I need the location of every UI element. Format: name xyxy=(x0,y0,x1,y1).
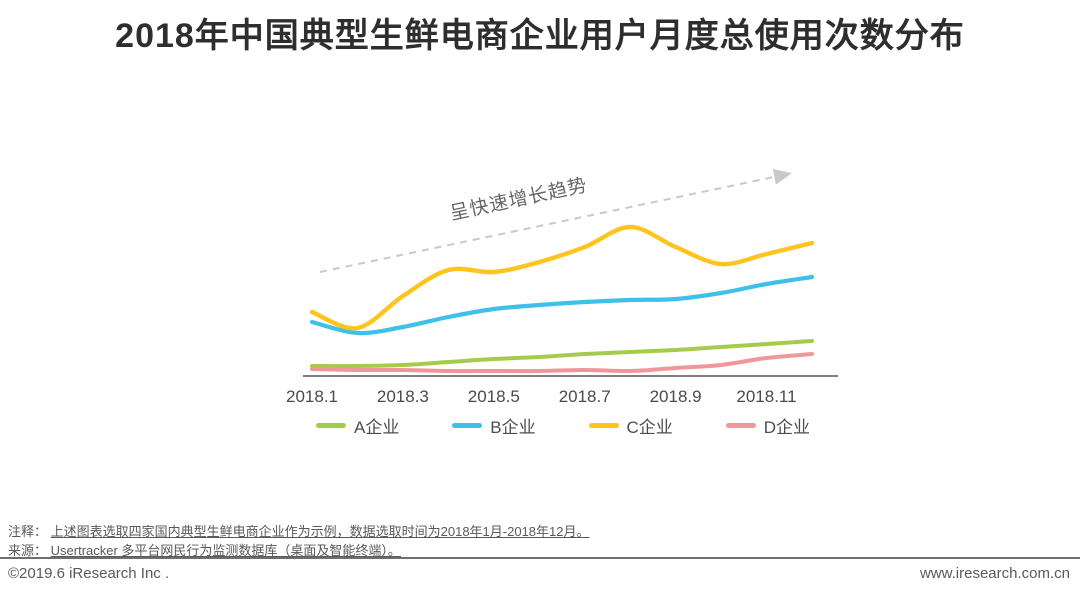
x-tick-label: 2018.5 xyxy=(467,387,520,406)
series-line-D企业 xyxy=(310,352,814,374)
series-line-B企业 xyxy=(309,274,815,336)
x-tick-label: 2018.7 xyxy=(558,387,611,406)
trend-arrow xyxy=(319,169,792,273)
note-text: 上述图表选取四家国内典型生鲜电商企业作为示例，数据选取时间为2018年1月-20… xyxy=(50,524,590,539)
note-prefix: 注释： xyxy=(8,524,48,539)
series-line-C企业 xyxy=(309,224,815,331)
legend-swatch xyxy=(588,423,619,428)
x-axis-tick-labels: 2018.1 2018.3 2018.5 2018.7 2018.9 2018.11 xyxy=(0,387,1080,406)
legend-item-A企业: A企业 xyxy=(316,413,399,438)
legend-swatch xyxy=(725,423,756,428)
legend-swatch xyxy=(316,423,346,428)
legend-label: C企业 xyxy=(626,418,673,437)
legend-label: D企业 xyxy=(763,418,810,437)
footer-copyright: ©2019.6 iResearch Inc . xyxy=(8,565,170,582)
x-tick-label: 2018.1 xyxy=(286,387,338,406)
legend-label: A企业 xyxy=(354,418,400,437)
chart-legend: A企业 B企业 C企业 D企业 xyxy=(316,413,810,438)
legend-label: B企业 xyxy=(490,418,536,437)
legend-item-D企业: D企业 xyxy=(725,413,810,438)
source-text: Usertracker 多平台网民行为监测数据库（桌面及智能终端）。 xyxy=(50,543,401,558)
legend-swatch xyxy=(452,423,483,428)
x-tick-label: 2018.11 xyxy=(736,387,797,406)
x-tick-label: 2018.9 xyxy=(649,387,702,406)
source-line: 来源： Usertracker 多平台网民行为监测数据库（桌面及智能终端）。 xyxy=(8,540,401,559)
page-title: 2018年中国典型生鲜电商企业用户月度总使用次数分布 xyxy=(115,17,965,55)
footer-divider xyxy=(0,557,1080,559)
note-line: 注释： 上述图表选取四家国内典型生鲜电商企业作为示例，数据选取时间为2018年1… xyxy=(8,521,590,540)
series-line-A企业 xyxy=(310,339,814,369)
footer-website: www.iresearch.com.cn xyxy=(919,565,1070,582)
x-tick-label: 2018.3 xyxy=(376,387,429,406)
source-prefix: 来源： xyxy=(8,543,48,558)
legend-item-B企业: B企业 xyxy=(452,413,536,438)
legend-item-C企业: C企业 xyxy=(588,413,673,438)
